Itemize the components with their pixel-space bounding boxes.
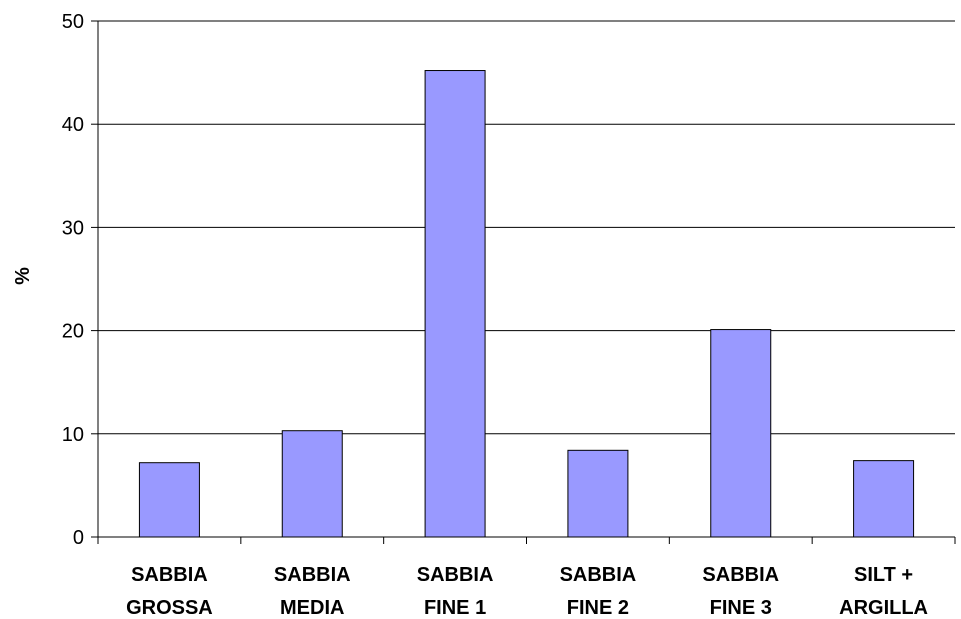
y-tick-label: 10 (62, 424, 84, 446)
gridlines (98, 20, 955, 435)
x-category-label: FINE 3 (710, 597, 772, 619)
x-category-label: SABBIA (274, 564, 351, 586)
bar (281, 430, 343, 538)
bar (567, 449, 629, 538)
x-category-label: SILT + (854, 564, 913, 586)
bar (710, 329, 772, 538)
x-category-label: FINE 2 (567, 597, 629, 619)
x-category-labels: SABBIA GROSSA SABBIA MEDIA SABBIA FINE 1 SABBI… (126, 564, 928, 619)
bar (138, 462, 200, 538)
x-category-label: FINE 1 (424, 597, 486, 619)
bars (138, 70, 915, 538)
y-tick-label: 20 (62, 321, 84, 343)
y-tick-label: 30 (62, 217, 84, 239)
axes (91, 20, 956, 544)
y-tick-labels: 0 10 20 30 40 50 (62, 11, 84, 549)
bar (424, 70, 486, 538)
x-category-label: MEDIA (280, 597, 344, 619)
bar (853, 460, 915, 538)
y-axis-title: % (12, 267, 34, 285)
x-category-label: SABBIA (560, 564, 637, 586)
y-tick-label: 40 (62, 114, 84, 136)
x-category-label: SABBIA (417, 564, 494, 586)
x-category-label: SABBIA (131, 564, 208, 586)
y-tick-label: 0 (73, 527, 84, 549)
x-category-label: GROSSA (126, 597, 213, 619)
x-category-label: ARGILLA (839, 597, 928, 619)
y-tick-label: 50 (62, 11, 84, 33)
x-category-label: SABBIA (702, 564, 779, 586)
